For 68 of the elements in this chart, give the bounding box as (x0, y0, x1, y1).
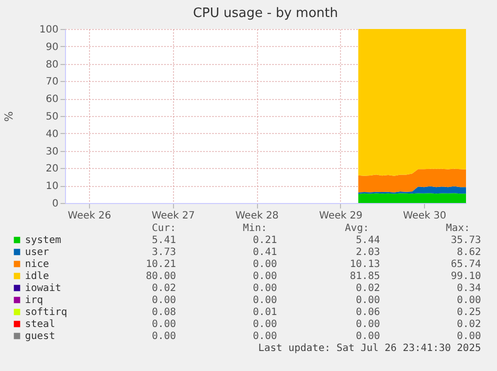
legend-label: nice (25, 259, 50, 270)
text: 0.00 (456, 331, 481, 342)
text: 0.00 (252, 259, 277, 270)
y-axis-title: % (2, 111, 16, 122)
text: 0.00 (356, 331, 380, 342)
text: 0.00 (152, 319, 176, 330)
text: Avg: (344, 223, 369, 234)
text: 0.02 (456, 319, 481, 330)
text: 0.00 (456, 295, 481, 306)
y-tick-label: 100 (39, 24, 58, 36)
legend-label: system (25, 235, 62, 246)
text: 80.00 (146, 271, 176, 282)
text: 0.00 (252, 271, 277, 282)
text: 0.08 (152, 307, 176, 318)
y-tick-label: 30 (46, 146, 58, 158)
text: 10.21 (146, 259, 176, 270)
text: 0.01 (252, 307, 277, 318)
text: 0.00 (356, 295, 380, 306)
text: Max: (446, 223, 470, 234)
text: 99.10 (450, 271, 481, 282)
text: 0.06 (356, 307, 380, 318)
legend-label: irq (25, 295, 44, 306)
y-tick-label: 70 (46, 76, 58, 88)
text: 2.03 (356, 247, 380, 258)
text: 5.41 (152, 235, 176, 246)
text: 0.00 (356, 319, 380, 330)
legend-label: user (25, 247, 50, 258)
text: 0.00 (252, 331, 277, 342)
legend-label: guest (25, 331, 56, 342)
y-tick-label: 90 (46, 42, 58, 53)
x-tick-label: Week 26 (68, 210, 112, 222)
x-tick-label: Week 27 (152, 210, 195, 222)
text: 0.00 (152, 295, 176, 306)
x-tick-label: Week 30 (402, 210, 446, 222)
text: Last update: Sat Jul 26 23:41:30 2025 (258, 343, 481, 354)
text: 8.62 (456, 247, 481, 258)
x-tick-label: Week 28 (235, 210, 279, 222)
text: 0.25 (456, 307, 481, 318)
legend-label: iowait (25, 283, 62, 294)
text: 0.02 (356, 283, 380, 294)
x-tick-label: Week 29 (319, 210, 362, 222)
text: 81.85 (350, 271, 380, 282)
text: 0.00 (252, 319, 277, 330)
text: Min: (242, 223, 267, 234)
text: 0.00 (252, 283, 277, 294)
legend-label: idle (25, 271, 50, 282)
chart-title: CPU usage - by month (192, 6, 338, 21)
legend-label: steal (25, 319, 56, 330)
text: 10.13 (350, 259, 380, 270)
text: 35.73 (450, 235, 481, 246)
text: 0.41 (252, 247, 277, 258)
y-tick-label: 40 (46, 128, 58, 140)
y-tick-label: 10 (46, 181, 58, 192)
y-tick-label: 50 (46, 112, 58, 122)
text: 0.21 (252, 235, 277, 246)
y-tick-label: 60 (46, 94, 58, 106)
y-tick-label: 0 (52, 198, 58, 210)
text: 5.44 (356, 235, 380, 246)
text: 0.34 (456, 283, 481, 294)
text: 0.00 (152, 331, 176, 342)
y-tick-label: 80 (46, 59, 58, 70)
text: 0.02 (152, 283, 176, 294)
text: 65.74 (450, 259, 481, 270)
y-tick-label: 20 (46, 164, 58, 175)
text: 3.73 (152, 247, 176, 258)
text: Cur: (152, 223, 176, 234)
legend-label: softirq (25, 307, 68, 318)
text: 0.00 (252, 295, 277, 306)
